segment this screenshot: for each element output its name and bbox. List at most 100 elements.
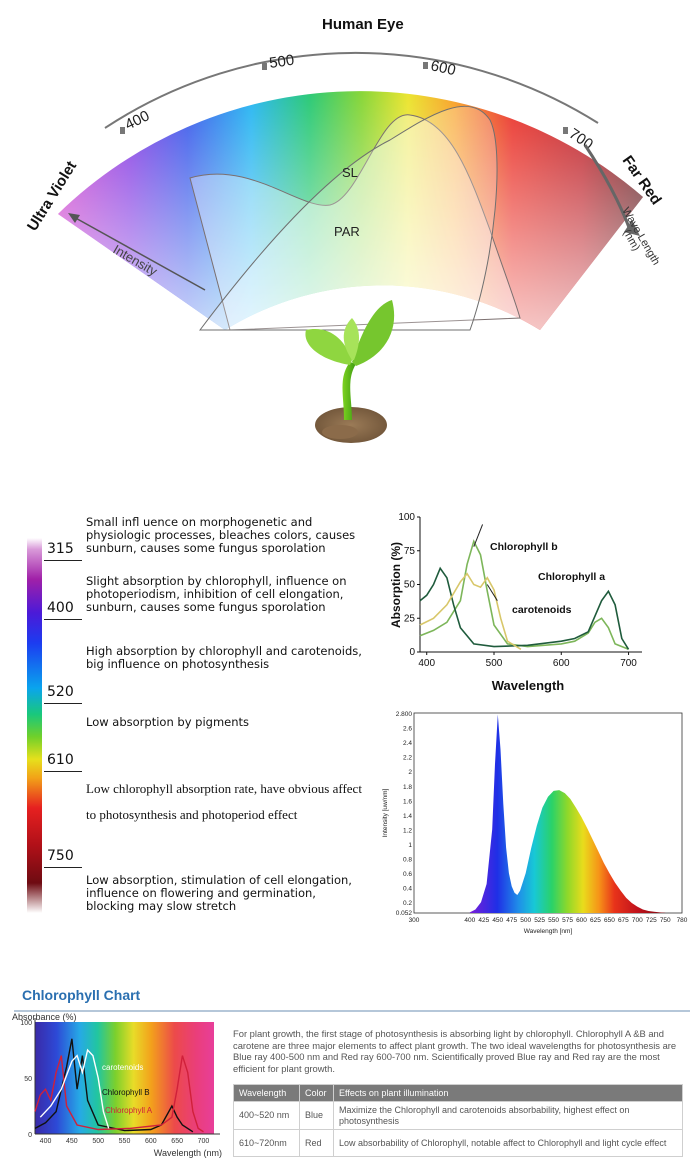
band-rule-610 <box>44 771 82 772</box>
effects-table: Wavelength Color Effects on plant illumi… <box>233 1084 683 1157</box>
column-header: Wavelength <box>233 1084 300 1102</box>
series-line <box>34 1055 204 1133</box>
tick-mark-500 <box>262 63 267 70</box>
band-description: Small infl uence on morphogenetic and ph… <box>86 515 356 555</box>
x-tick-label: 650 <box>171 1138 183 1145</box>
band-description: Low absorption, stimulation of cell elon… <box>86 873 352 913</box>
table-row: 400~520 nm Blue Maximize the Chlorophyll… <box>233 1101 683 1130</box>
band-wavelength-400: 400 <box>47 600 74 616</box>
table-cell: 400~520 nm <box>233 1101 300 1130</box>
y-tick-label: 0.2 <box>403 900 412 907</box>
spectrum-bar <box>27 538 42 913</box>
series-label: Chlorophyll A <box>105 1106 153 1115</box>
label-leader <box>473 524 484 547</box>
table-cell: Maximize the Chlorophyll and carotenoids… <box>333 1101 683 1130</box>
band-description: Slight absorption by chlorophyll, influe… <box>86 574 347 614</box>
spectrum-diagram: Human Eye 400 500 600 700 Ultra Violet F… <box>24 16 665 443</box>
tick-mark-600 <box>423 62 428 69</box>
table-cell: Red <box>299 1129 334 1157</box>
series-line <box>419 539 629 651</box>
x-tick-label: 575 <box>562 917 573 924</box>
human-eye-arc <box>104 51 599 129</box>
y-tick-label: 0.8 <box>403 857 412 864</box>
x-axis-title: Wavelength <box>492 678 565 693</box>
series-line <box>39 1048 110 1129</box>
x-tick-label: 450 <box>66 1138 78 1145</box>
x-tick-label: 550 <box>548 917 559 924</box>
x-tick-label: 525 <box>534 917 545 924</box>
band-rule-315 <box>44 560 82 561</box>
series-line <box>419 566 630 650</box>
tick-label-400: 400 <box>122 107 152 133</box>
spectrum-area <box>469 714 666 913</box>
band-wavelength-750: 750 <box>47 848 74 864</box>
band-wavelength-315: 315 <box>47 541 74 557</box>
chlorophyll-chart: Absorbance (%) 0 50 100 400 450 500 550 600 650 70… <box>12 1012 222 1158</box>
x-tick-label: 700 <box>198 1138 210 1145</box>
x-tick-label: 725 <box>646 917 657 924</box>
x-tick-label: 500 <box>486 658 503 669</box>
y-axis-title: Absorption (%) <box>389 542 403 628</box>
x-tick-label: 700 <box>632 917 643 924</box>
x-tick-label: 300 <box>409 917 420 924</box>
band-description: Low absorption by pigments <box>86 715 250 729</box>
sl-label: SL <box>342 165 358 180</box>
column-header: Effects on plant illumination <box>333 1084 683 1102</box>
series-label: carotenoids <box>102 1063 143 1072</box>
x-tick-label: 400 <box>418 658 435 669</box>
tick-mark-700 <box>563 127 568 134</box>
x-tick-label: 400 <box>40 1138 52 1145</box>
x-tick-label: 475 <box>506 917 517 924</box>
y-tick-label: 100 <box>398 512 415 523</box>
y-tick-label: 1.6 <box>403 798 412 805</box>
tick-label-600: 600 <box>429 57 457 79</box>
band-description: Low chlorophyll absorption rate, have ob… <box>86 781 362 822</box>
section-title: Chlorophyll Chart <box>22 987 141 1003</box>
x-tick-label: 675 <box>618 917 629 924</box>
y-tick-label: 0 <box>409 647 415 658</box>
x-axis-title: Wavelength [nm] <box>524 928 573 935</box>
y-tick-label: 2.800 <box>396 711 413 718</box>
y-axis-title: Intensity [uw/nm] <box>382 788 389 837</box>
series-label: carotenoids <box>512 604 572 616</box>
x-tick-label: 750 <box>660 917 671 924</box>
y-tick-label: 1.8 <box>403 784 412 791</box>
y-tick-label: 1.4 <box>403 813 412 820</box>
tick-mark-400 <box>120 127 125 134</box>
x-axis-title: Wavelength (nm) <box>154 1148 222 1158</box>
x-tick-label: 600 <box>553 658 570 669</box>
label-leader <box>486 584 498 601</box>
table-cell: 610~720nm <box>233 1129 300 1157</box>
table-cell: Blue <box>299 1101 334 1130</box>
x-tick-label: 780 <box>677 917 688 924</box>
band-rule-520 <box>44 703 82 704</box>
wave-length-arrowhead <box>624 220 640 236</box>
y-tick-label: 50 <box>24 1076 32 1083</box>
chart-title: Absorbance (%) <box>12 1012 77 1022</box>
y-tick-label: 2.6 <box>403 726 412 733</box>
seedling-illustration <box>305 300 395 443</box>
x-tick-label: 600 <box>145 1138 157 1145</box>
x-tick-label: 700 <box>620 658 637 669</box>
intensity-arrowhead <box>68 213 80 223</box>
y-tick-label: 75 <box>404 546 416 557</box>
y-tick-label: 1 <box>408 842 412 849</box>
band-description: High absorption by chlorophyll and carot… <box>86 644 362 671</box>
rainbow-background <box>35 1022 214 1134</box>
x-tick-label: 550 <box>119 1138 131 1145</box>
table-header-row: Wavelength Color Effects on plant illumi… <box>233 1084 683 1102</box>
y-tick-label: 25 <box>404 613 416 624</box>
led-spectrum-chart: 2.800 2.6 2.4 2.2 2 1.8 1.6 1.4 1.2 1 0.8 0.6 0.4 0.2… <box>382 711 688 935</box>
series-label: Chlorophyll b <box>490 541 558 553</box>
x-tick-label: 625 <box>590 917 601 924</box>
chlorophyll-intro: For plant growth, the first stage of pho… <box>233 1028 677 1074</box>
absorption-chart: 0 25 50 75 100 400 500 600 700 Wavelength Absorpti… <box>389 512 642 693</box>
tick-label-500: 500 <box>268 52 295 72</box>
y-tick-label: 1.2 <box>403 827 412 834</box>
x-tick-label: 500 <box>520 917 531 924</box>
y-tick-label: 100 <box>20 1020 32 1027</box>
y-tick-label: 2.4 <box>403 740 412 747</box>
band-wavelength-610: 610 <box>47 752 74 768</box>
intensity-arrow <box>71 215 206 291</box>
y-tick-label: 0.6 <box>403 871 412 878</box>
